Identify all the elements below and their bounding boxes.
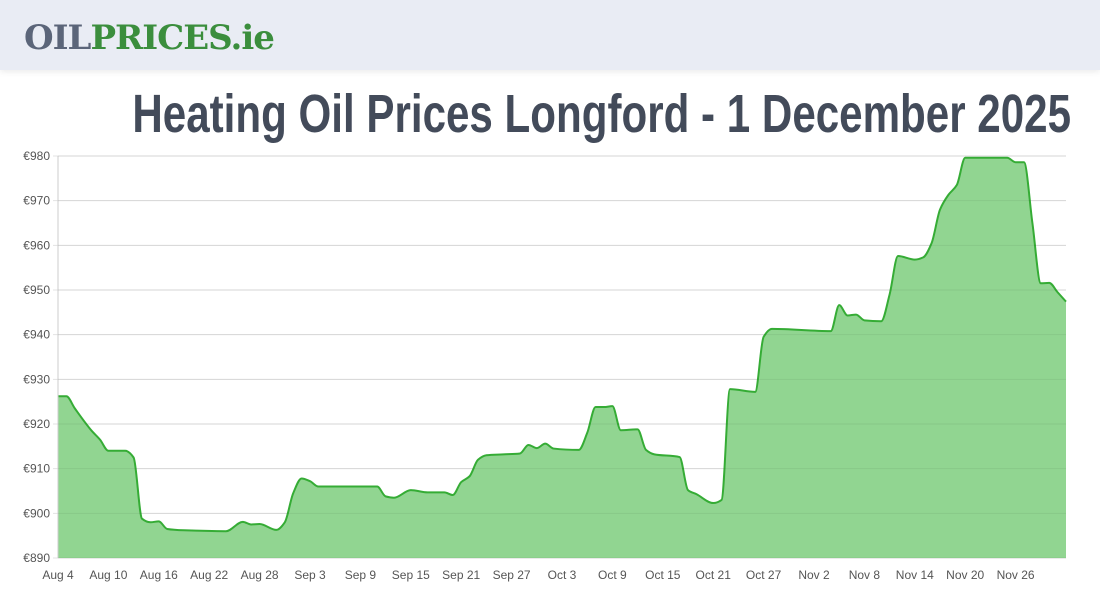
x-tick-label: Nov 14 [896,568,934,582]
x-tick-label: Aug 22 [190,568,228,582]
x-tick-label: Oct 9 [598,568,627,582]
y-tick-label: €980 [23,149,50,163]
x-tick-label: Nov 26 [997,568,1035,582]
y-tick-label: €930 [23,372,50,386]
y-axis-ticks: €890 €900 €910 €920 €930 €940 €950 €960 €970 €980 [23,149,50,565]
x-axis-ticks: Aug 4 Aug 10 Aug 16 Aug 22 Aug 28 Sep 3 Sep 9 S… [42,568,1035,582]
x-tick-label: Oct 3 [548,568,577,582]
x-tick-label: Aug 10 [89,568,127,582]
x-tick-label: Aug 28 [241,568,279,582]
y-tick-label: €970 [23,194,50,208]
x-tick-label: Aug 16 [140,568,178,582]
price-line [58,156,1067,533]
x-tick-label: Nov 8 [849,568,881,582]
x-tick-label: Sep 21 [442,568,480,582]
y-tick-label: €960 [23,238,50,252]
x-tick-label: Aug 4 [42,568,74,582]
x-tick-label: Nov 2 [798,568,830,582]
y-tick-label: €940 [23,328,50,342]
y-tick-label: €890 [23,551,50,565]
x-tick-label: Sep 3 [294,568,326,582]
x-tick-label: Sep 9 [345,568,377,582]
site-logo[interactable]: OILPRICES.ie [24,16,275,60]
y-tick-label: €920 [23,417,50,431]
y-tick-label: €950 [23,283,50,297]
y-tick-label: €900 [23,506,50,520]
x-tick-label: Nov 20 [946,568,984,582]
x-tick-label: Oct 27 [746,568,782,582]
x-tick-label: Sep 27 [493,568,531,582]
x-tick-label: Oct 15 [645,568,681,582]
y-tick-label: €910 [23,462,50,476]
x-tick-label: Oct 21 [696,568,732,582]
price-area [58,157,1066,558]
x-tick-label: Sep 15 [392,568,430,582]
site-header: OILPRICES.ie [0,0,1100,70]
logo-text-prices: PRICES.ie [90,18,274,58]
page-title: Heating Oil Prices Longford - 1 December… [0,82,1100,146]
logo-text-oil: OIL [24,18,91,58]
page-title-text: Heating Oil Prices Longford - 1 December… [132,84,1072,144]
